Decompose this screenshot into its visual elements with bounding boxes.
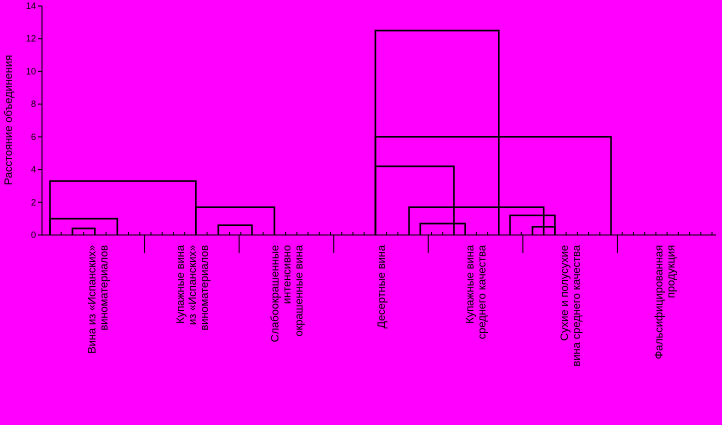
group-label-line: виноматериалов (98, 245, 110, 331)
group-label-line: Купажные вина (175, 244, 187, 324)
y-axis: 0 2 4 6 8 10 12 14 (26, 1, 716, 240)
group-label-line: Купажные вина (465, 244, 477, 324)
dendrogram-link (374, 136, 612, 235)
dendrogram-link (408, 206, 545, 235)
dendrogram-link (509, 214, 556, 235)
dendrogram-link (531, 226, 556, 235)
group-label-line: Десертные вина (376, 244, 388, 328)
y-tick-label: 0 (31, 230, 36, 240)
group-label-line: интенсивно (281, 245, 293, 304)
group-label-line: виноматериалов (199, 245, 211, 331)
dendrogram-links (49, 29, 713, 235)
y-tick-label: 12 (26, 34, 36, 44)
y-tick-label: 6 (31, 132, 36, 142)
dendrogram-link (217, 224, 253, 235)
group-label-line: вина среднего качества (571, 244, 583, 366)
y-tick-label: 2 (31, 197, 36, 207)
group-label-line: Сухие и полусухие (559, 245, 571, 341)
dendrogram-link (71, 227, 96, 235)
group-label-line: из «Испанских» (187, 245, 199, 325)
group-label-line: Вина из «Испанских» (86, 245, 98, 354)
dendrogram-link (195, 206, 276, 235)
group-label-line: среднего качества (477, 244, 489, 339)
group-label-line: продукция (666, 245, 678, 298)
dendrogram-link (419, 222, 466, 235)
y-axis-title: Расстояние объединения (3, 55, 15, 185)
group-label-line: окрашенные вина (293, 244, 305, 336)
y-tick-label: 8 (31, 99, 36, 109)
dendrogram-link (374, 29, 500, 235)
group-label-line: Слабоокрашенные (269, 245, 281, 342)
dendrogram-link (49, 217, 119, 235)
group-labels: Вина из «Испанских» виноматериалов Купажны… (86, 235, 678, 366)
y-tick-label: 10 (26, 66, 36, 76)
y-tick-label: 4 (31, 165, 36, 175)
y-tick-label: 14 (26, 1, 36, 11)
group-label-line: Фальсифицированная (654, 245, 666, 359)
dendrogram-link (374, 165, 455, 235)
dendrogram-link (49, 180, 197, 235)
